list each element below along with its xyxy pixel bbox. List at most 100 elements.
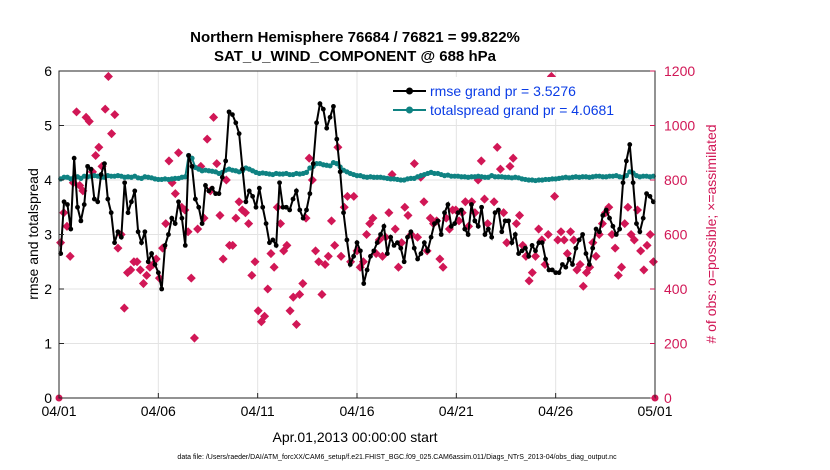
obs-point xyxy=(126,265,136,275)
rmse-point xyxy=(240,166,245,172)
rmse-point xyxy=(320,106,326,112)
rmse-point xyxy=(620,180,626,186)
obs-point xyxy=(617,262,627,272)
rmse-point xyxy=(516,251,522,256)
rmse-point xyxy=(233,120,239,126)
rmse-point xyxy=(169,215,175,221)
rmse-point xyxy=(176,199,181,205)
rmse-point xyxy=(81,202,87,207)
x-tick-label: 04/11 xyxy=(241,403,275,419)
rmse-point xyxy=(613,232,619,237)
rmse-point xyxy=(580,232,586,237)
legend-box xyxy=(388,77,654,119)
rmse-point xyxy=(189,163,195,169)
rmse-point xyxy=(465,232,471,237)
rmse-point xyxy=(452,221,458,227)
rmse-point xyxy=(337,169,343,175)
rmse-point xyxy=(570,262,575,267)
rmse-point xyxy=(243,199,249,205)
rmse-point xyxy=(159,286,165,292)
y-left-tick-label: 1 xyxy=(44,336,52,352)
obs-point xyxy=(202,134,212,144)
rmse-point xyxy=(102,161,107,167)
rmse-point xyxy=(236,131,242,137)
rmse-point xyxy=(135,229,141,235)
rmse-point xyxy=(142,229,148,235)
rmse-point xyxy=(425,248,431,254)
obs-point xyxy=(84,116,94,126)
obs-point xyxy=(502,238,512,248)
rmse-point xyxy=(543,256,548,262)
rmse-point xyxy=(246,188,252,194)
rmse-point xyxy=(432,221,437,227)
rmse-point xyxy=(647,193,653,199)
rmse-point xyxy=(95,199,101,205)
rmse-point xyxy=(314,120,319,126)
rmse-point xyxy=(411,245,417,251)
rmse-point xyxy=(347,262,353,267)
rmse-point xyxy=(485,226,491,232)
rmse-point xyxy=(293,188,299,194)
rmse-point xyxy=(593,226,599,232)
rmse-point xyxy=(438,232,444,237)
rmse-point xyxy=(502,218,508,224)
rmse-point xyxy=(290,196,296,202)
rmse-point xyxy=(630,180,636,186)
rmse-point xyxy=(583,251,589,256)
rmse-point xyxy=(331,104,336,109)
rmse-point xyxy=(186,153,192,158)
rmse-point xyxy=(489,234,495,240)
rmse-point xyxy=(482,232,488,237)
legend-label: rmse grand pr = 3.5276 xyxy=(430,83,576,99)
rmse-point xyxy=(617,226,623,232)
rmse-point xyxy=(307,191,313,197)
y-left-tick-label: 6 xyxy=(44,63,52,79)
rmse-point xyxy=(395,240,400,246)
rmse-point xyxy=(260,204,266,210)
rmse-point xyxy=(496,207,501,213)
obs-point xyxy=(505,161,515,171)
obs-point xyxy=(212,159,222,169)
rmse-point xyxy=(317,101,323,107)
rmse-point xyxy=(65,202,70,207)
rmse-point xyxy=(526,253,532,259)
x-tick-label: 05/01 xyxy=(637,403,672,419)
rmse-point xyxy=(421,240,427,246)
rmse-point xyxy=(455,210,461,216)
x-axis: 04/01 04/06 04/11 04/16 04/21 04/26 05/01 xyxy=(41,393,673,419)
obs-point xyxy=(215,210,225,220)
rmse-point xyxy=(536,240,542,246)
y-left-tick-label: 5 xyxy=(44,118,52,134)
rmse-point xyxy=(529,243,535,248)
rmse-point xyxy=(115,229,121,235)
obs-point xyxy=(530,251,541,261)
y-right-tick-label: 800 xyxy=(664,172,688,188)
obs-point xyxy=(107,129,117,139)
obs-point xyxy=(492,142,502,152)
rmse-point xyxy=(162,243,168,248)
rmse-point xyxy=(256,185,262,191)
obs-point xyxy=(72,107,82,117)
obs-point xyxy=(209,112,219,122)
rmse-point xyxy=(384,251,390,256)
y-axis-right: 0 200 400 600 800 1000 1200 xyxy=(650,63,695,406)
obs-point xyxy=(435,254,445,264)
rmse-point xyxy=(149,251,154,256)
obs-point xyxy=(164,156,174,166)
rmse-point xyxy=(374,240,380,246)
rmse-point xyxy=(155,270,161,276)
rmse-point xyxy=(209,185,215,191)
totalspread-point xyxy=(327,163,333,169)
rmse-point xyxy=(166,232,171,237)
obs-point xyxy=(495,164,505,174)
rmse-point xyxy=(623,158,629,164)
obs-point xyxy=(65,251,75,261)
rmse-point xyxy=(435,218,441,224)
rmse-point xyxy=(556,270,562,276)
rmse-point xyxy=(304,207,309,213)
y-right-tick-label: 0 xyxy=(664,390,672,406)
x-tick-label: 04/21 xyxy=(439,403,474,419)
rmse-point xyxy=(128,199,134,205)
rmse-point xyxy=(475,223,481,229)
totalspread-point xyxy=(303,169,310,175)
